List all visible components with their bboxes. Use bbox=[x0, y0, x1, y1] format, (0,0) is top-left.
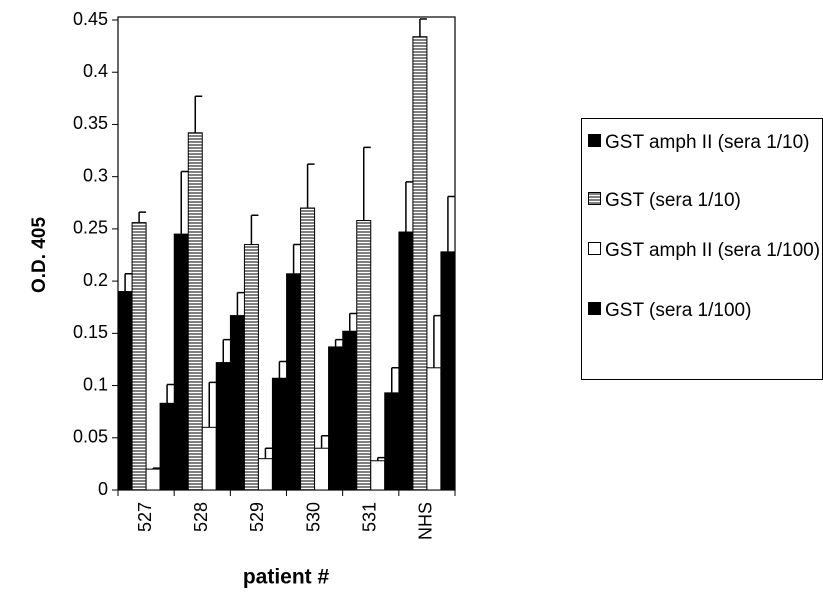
bar bbox=[356, 220, 372, 491]
bar bbox=[257, 458, 273, 491]
legend-item: GST amph II (sera 1/100) bbox=[588, 239, 822, 263]
legend: GST amph II (sera 1/10) GST (sera 1/10) GS… bbox=[581, 118, 823, 380]
error-bar bbox=[377, 456, 385, 461]
x-tick-label: 529 bbox=[247, 502, 267, 532]
error-bar bbox=[138, 211, 147, 223]
legend-swatch bbox=[588, 242, 601, 255]
legend-item: GST (sera 1/100) bbox=[588, 299, 822, 323]
error-bar bbox=[236, 291, 245, 316]
error-bar bbox=[391, 367, 399, 393]
bar bbox=[131, 222, 147, 491]
error-bar bbox=[166, 383, 175, 404]
bar bbox=[314, 447, 330, 491]
bar bbox=[440, 251, 456, 491]
error-bar bbox=[405, 181, 413, 233]
error-bar bbox=[447, 195, 455, 252]
bar bbox=[159, 402, 175, 491]
error-bar bbox=[152, 467, 161, 470]
bar bbox=[271, 377, 287, 491]
error-bar bbox=[264, 447, 273, 459]
bar bbox=[286, 273, 302, 491]
bar bbox=[370, 460, 386, 491]
y-tick-label: 0.25 bbox=[73, 218, 108, 238]
bar bbox=[328, 346, 344, 491]
bar bbox=[426, 367, 442, 491]
error-bar bbox=[320, 434, 329, 449]
error-bar bbox=[306, 163, 315, 208]
bar bbox=[300, 207, 316, 491]
x-tick-label: 527 bbox=[135, 502, 155, 532]
x-tick-label: 530 bbox=[303, 502, 323, 532]
y-tick-label: 0.35 bbox=[73, 113, 108, 133]
error-bar bbox=[349, 312, 357, 332]
y-axis-title: O.D. 405 bbox=[29, 217, 50, 293]
y-tick-label: 0.4 bbox=[83, 61, 108, 81]
legend-label: GST (sera 1/10) bbox=[605, 190, 741, 211]
y-tick-label: 0.45 bbox=[73, 9, 108, 29]
error-bar bbox=[334, 338, 343, 347]
error-bar bbox=[433, 314, 441, 368]
error-bar bbox=[124, 273, 133, 292]
bar bbox=[243, 244, 259, 491]
bar bbox=[201, 426, 217, 491]
bar bbox=[342, 330, 358, 491]
error-bar bbox=[222, 338, 231, 363]
bar bbox=[145, 468, 161, 491]
legend-swatch bbox=[588, 302, 601, 315]
legend-swatch bbox=[588, 192, 601, 205]
legend-label: GST amph II (sera 1/100) bbox=[605, 240, 821, 261]
bar bbox=[173, 233, 189, 491]
error-bar bbox=[419, 18, 427, 37]
legend-label: GST amph II (sera 1/10) bbox=[605, 132, 810, 153]
error-bar bbox=[250, 214, 259, 245]
error-bar bbox=[208, 381, 217, 428]
bar bbox=[412, 36, 428, 491]
bar bbox=[384, 392, 400, 491]
error-bar bbox=[180, 170, 189, 235]
legend-item: GST amph II (sera 1/10) bbox=[588, 131, 822, 155]
error-bar bbox=[363, 146, 371, 221]
error-bar bbox=[278, 360, 287, 379]
error-bar bbox=[292, 243, 301, 274]
x-tick-label: NHS bbox=[416, 502, 436, 540]
x-tick-label: 528 bbox=[191, 502, 211, 532]
x-axis-title: patient # bbox=[243, 566, 330, 589]
legend-label: GST (sera 1/100) bbox=[605, 300, 752, 321]
error-bar bbox=[194, 95, 203, 133]
bar bbox=[117, 291, 133, 491]
y-tick-label: 0.15 bbox=[73, 322, 108, 342]
bar bbox=[398, 231, 414, 491]
y-tick-label: 0.1 bbox=[83, 374, 108, 394]
y-tick-label: 0.2 bbox=[83, 270, 108, 290]
legend-item: GST (sera 1/10) bbox=[588, 189, 822, 213]
y-tick-label: 0.05 bbox=[73, 427, 108, 447]
bar bbox=[187, 132, 203, 491]
bar bbox=[215, 362, 231, 491]
y-tick-label: 0.3 bbox=[83, 165, 108, 185]
y-tick-label: 0 bbox=[98, 479, 108, 499]
x-tick-label: 531 bbox=[360, 502, 380, 532]
bar bbox=[229, 315, 245, 491]
legend-swatch bbox=[588, 134, 601, 147]
